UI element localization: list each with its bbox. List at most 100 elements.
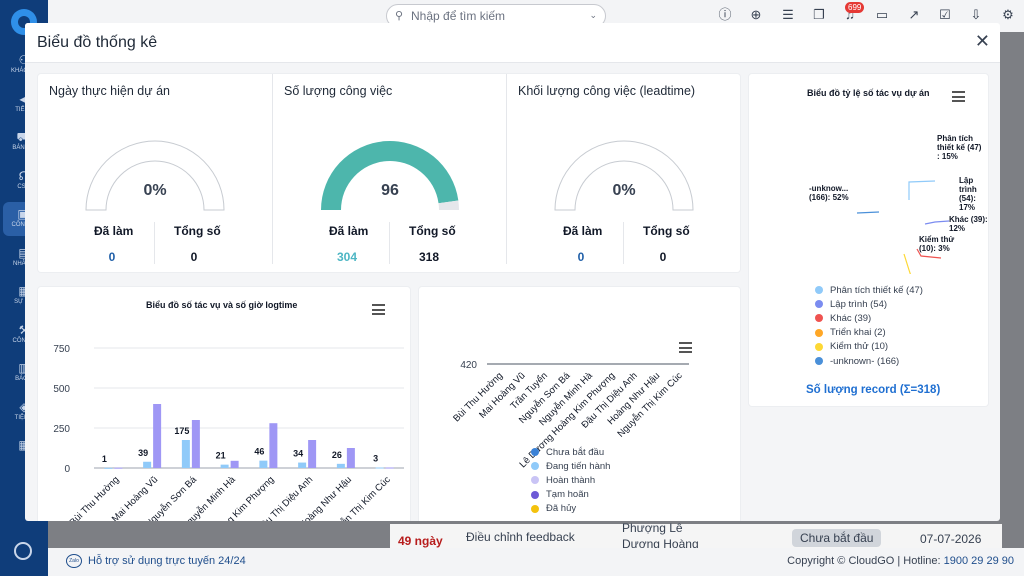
legend-label: -unknown- (166) bbox=[830, 355, 900, 367]
legend-item[interactable]: -unknown- (166) bbox=[815, 354, 923, 368]
bar[interactable] bbox=[181, 440, 190, 468]
gauge-fill bbox=[321, 140, 459, 210]
logtime-bar-card: Biểu đồ số tác vụ và số giờ logtime 750 5… bbox=[38, 287, 410, 521]
copyright-text: Copyright © CloudGO | Hotline: bbox=[787, 555, 944, 567]
copy-icon[interactable]: ❐ bbox=[813, 7, 825, 22]
list-icon[interactable]: ☰ bbox=[782, 7, 794, 22]
data-label: 34 bbox=[293, 449, 303, 459]
bar[interactable] bbox=[269, 423, 278, 468]
menu-icon[interactable] bbox=[679, 342, 692, 353]
sidebar-item[interactable]: ▤ NHÂN... bbox=[0, 241, 48, 275]
pie-data-label-line: Khác (39): bbox=[949, 215, 988, 224]
menu-icon[interactable] bbox=[372, 304, 385, 315]
bar[interactable] bbox=[220, 464, 229, 468]
gear-icon[interactable]: ⚙ bbox=[1002, 7, 1014, 22]
pie-leader-line bbox=[856, 211, 880, 214]
bar[interactable] bbox=[259, 460, 268, 468]
bell-icon[interactable]: ♫ bbox=[845, 7, 855, 22]
bar[interactable] bbox=[375, 467, 384, 469]
sidebar-item[interactable]: ◈ TIỆN... bbox=[0, 395, 48, 429]
hotline-link[interactable]: 1900 29 29 90 bbox=[943, 555, 1014, 567]
total-label: Tổng số bbox=[174, 224, 221, 238]
bar[interactable] bbox=[336, 463, 345, 468]
calendar-icon[interactable]: ▭ bbox=[875, 7, 889, 22]
bar[interactable] bbox=[308, 440, 317, 468]
pie-chart-card: Biểu đồ tỷ lệ số tác vụ dự án Phân tích t… bbox=[749, 74, 988, 406]
bar-chart-title: Biểu đồ số tác vụ và số giờ logtime bbox=[146, 300, 298, 310]
y-tick-label: 0 bbox=[64, 464, 70, 475]
legend-item[interactable]: Khác (39) bbox=[815, 311, 923, 325]
sidebar-item[interactable]: ⚇ KHÁCH... bbox=[0, 48, 48, 82]
legend-item[interactable]: Lập trình (54) bbox=[815, 297, 923, 311]
clock-icon[interactable] bbox=[14, 542, 32, 560]
table-row[interactable]: 49 ngày Điều chỉnh feedback Phượng Lê Dư… bbox=[390, 521, 1002, 551]
gauge-chart bbox=[85, 140, 225, 211]
bar[interactable] bbox=[191, 420, 200, 468]
sidebar-item-label: CÔNG... bbox=[12, 337, 36, 344]
legend-marker bbox=[815, 342, 823, 351]
pie-data-label-line: Kiểm thử bbox=[919, 235, 955, 244]
pie-data-label-line: Phân tích bbox=[937, 134, 974, 143]
chart-icon[interactable]: ↗ bbox=[908, 7, 920, 22]
legend-label: Chưa bắt đầu bbox=[546, 446, 605, 458]
bar[interactable] bbox=[114, 467, 123, 469]
pie-legend: Phân tích thiết kế (47) Lập trình (54) Khá… bbox=[815, 283, 923, 368]
gauge-value: 96 bbox=[381, 182, 399, 199]
pie-data-label: Kiểm thử (10): 3% bbox=[919, 235, 954, 253]
bar[interactable] bbox=[385, 467, 394, 469]
sidebar-item[interactable]: ◀ TIẾP... bbox=[0, 87, 48, 121]
bar[interactable] bbox=[143, 461, 152, 468]
sidebar-item[interactable]: ⚒ CÔNG... bbox=[0, 318, 48, 352]
info-icon[interactable]: ⓘ bbox=[718, 7, 732, 22]
bar[interactable] bbox=[346, 448, 355, 468]
download-icon[interactable]: ⇩ bbox=[970, 7, 982, 22]
legend-item[interactable]: Đang tiến hành bbox=[531, 459, 610, 473]
checkbox-icon[interactable]: ☑ bbox=[939, 7, 951, 22]
stat-column: Ngày thực hiện dự án 0% Đã làm Tổng số 0 0 bbox=[38, 74, 272, 264]
y-tick-label: 750 bbox=[53, 344, 70, 355]
search-icon: ⚲ bbox=[395, 10, 404, 22]
bar[interactable] bbox=[104, 467, 113, 469]
legend-marker bbox=[815, 357, 823, 366]
bar[interactable] bbox=[230, 460, 239, 468]
zalo-icon[interactable]: Zalo bbox=[66, 554, 82, 568]
tools-icon: ⚒ bbox=[18, 322, 30, 337]
legend-item[interactable]: Đã hủy bbox=[531, 502, 610, 516]
legend-label: Phân tích thiết kế (47) bbox=[830, 284, 923, 296]
legend-item[interactable]: Triển khai (2) bbox=[815, 326, 923, 340]
pie-data-label: Lập trình (54): 17% bbox=[959, 176, 988, 212]
total-value: 318 bbox=[418, 250, 440, 264]
bar[interactable] bbox=[298, 462, 307, 468]
legend-item[interactable]: Chưa bắt đầu bbox=[531, 445, 610, 459]
pie-data-label: Phân tích thiết kế (47): 15% bbox=[937, 134, 981, 161]
pie-data-label-line: : 15% bbox=[937, 152, 958, 161]
legend-marker bbox=[531, 448, 539, 457]
close-icon[interactable]: ✕ bbox=[974, 31, 990, 51]
sidebar-item[interactable]: ☊ CS... bbox=[0, 164, 48, 198]
sidebar-item-label: NHÂN... bbox=[12, 260, 35, 267]
gauge-track bbox=[554, 140, 694, 211]
add-icon[interactable]: ⊕ bbox=[750, 7, 762, 22]
support-link[interactable]: Hỗ trợ sử dụng trực tuyến 24/24 bbox=[88, 555, 246, 567]
legend-label: Đã hủy bbox=[546, 503, 577, 515]
menu-icon[interactable] bbox=[952, 91, 965, 102]
legend-item[interactable]: Tạm hoãn bbox=[531, 488, 610, 502]
legend-label: Hoàn thành bbox=[546, 474, 596, 486]
y-tick-label: 420 bbox=[460, 360, 477, 371]
legend-item[interactable]: Hoàn thành bbox=[531, 473, 610, 487]
data-label: 39 bbox=[138, 448, 148, 458]
legend-label: Triển khai (2) bbox=[830, 327, 886, 339]
record-count-link[interactable]: Số lượng record (Σ=318) bbox=[806, 384, 941, 396]
status-badge: Chưa bắt đầu bbox=[792, 529, 882, 547]
users-icon: ⚇ bbox=[18, 53, 30, 67]
bar[interactable] bbox=[153, 404, 162, 468]
sidebar-item[interactable]: ▦ SỰ K... bbox=[0, 279, 48, 313]
sidebar-item[interactable]: ▥ BÁO... bbox=[0, 356, 48, 390]
task-cell[interactable]: Điều chỉnh feedback bbox=[466, 530, 575, 544]
legend-label: Kiểm thử (10) bbox=[830, 341, 889, 353]
legend-item[interactable]: Phân tích thiết kế (47) bbox=[815, 283, 923, 297]
sidebar-item[interactable]: ▦ bbox=[0, 433, 48, 467]
legend-item[interactable]: Kiểm thử (10) bbox=[815, 340, 923, 354]
done-value: 0 bbox=[108, 250, 116, 264]
headset-icon: ☊ bbox=[18, 168, 30, 183]
